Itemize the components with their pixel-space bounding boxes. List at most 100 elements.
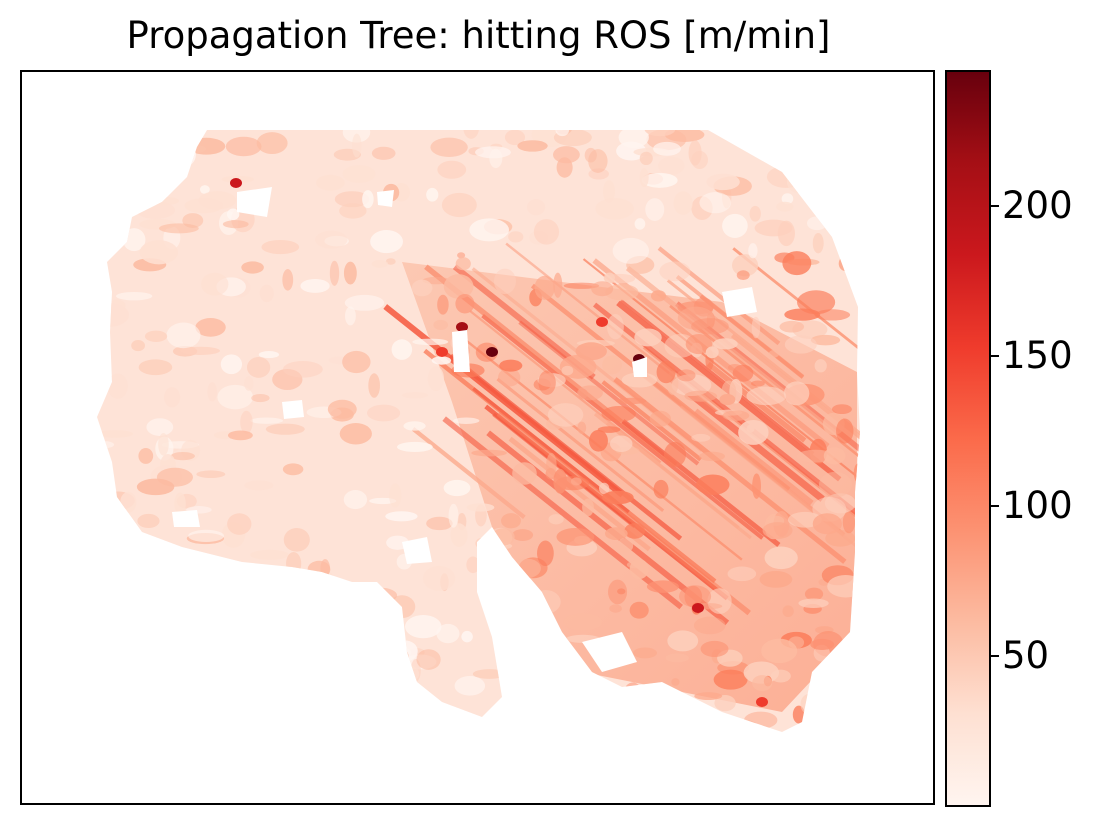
- ros-cell: [603, 180, 615, 203]
- ros-cell: [777, 220, 795, 247]
- ros-cell: [141, 661, 178, 668]
- ros-cell: [97, 131, 114, 144]
- ros-cell: [121, 560, 137, 584]
- ros-cell: [522, 689, 551, 715]
- ros-cell: [658, 156, 685, 175]
- ros-cell: [829, 684, 842, 699]
- colorbar-tick-label-150: 150: [1002, 334, 1073, 377]
- ros-cell: [227, 513, 252, 535]
- colorbar-tick-mark-100: [992, 505, 999, 507]
- ros-cell: [234, 708, 264, 723]
- ros-cell: [307, 560, 331, 578]
- colorbar-gradient: [945, 70, 991, 807]
- ros-cell: [443, 479, 471, 497]
- ros-cell: [140, 581, 157, 591]
- ros-streak: [619, 299, 815, 455]
- ros-cell: [602, 355, 622, 375]
- ros-cell: [712, 338, 738, 350]
- ros-cell: [824, 493, 856, 514]
- ros-cell: [426, 516, 453, 531]
- ros-cell: [722, 410, 750, 421]
- ros-cell: [219, 586, 239, 602]
- ros-cell: [463, 130, 479, 139]
- ros-cell: [277, 711, 317, 722]
- ros-cell: [116, 291, 153, 301]
- ros-cell: [299, 635, 324, 650]
- ros-cell: [385, 511, 418, 522]
- ros-cell: [639, 151, 653, 166]
- ros-cell: [329, 260, 340, 286]
- ros-cell: [641, 172, 678, 188]
- ros-cell: [644, 130, 676, 137]
- ros-cell: [437, 160, 467, 179]
- ros-cell: [616, 538, 634, 553]
- ros-cell: [638, 718, 670, 732]
- ros-cell: [698, 451, 725, 462]
- ros-cell: [243, 708, 272, 719]
- ros-cell: [469, 218, 509, 242]
- ros-cell: [136, 478, 175, 496]
- ros-cell: [342, 130, 371, 143]
- ros-cell: [501, 513, 521, 529]
- ros-cell: [342, 350, 371, 374]
- ros-cell: [536, 655, 568, 682]
- ros-cell: [249, 642, 287, 662]
- ros-cell: [667, 630, 699, 652]
- ros-cell: [770, 669, 791, 683]
- ros-cell: [545, 655, 569, 671]
- ros-cell: [472, 669, 507, 679]
- ros-hotspot: [756, 697, 768, 707]
- ros-cell: [251, 393, 270, 403]
- ros-cell: [577, 385, 603, 401]
- ros-cell: [261, 239, 300, 255]
- ros-streak: [496, 377, 665, 512]
- ros-cell: [591, 281, 614, 297]
- ros-hotspot: [486, 347, 498, 357]
- ros-cell: [814, 309, 851, 321]
- ros-cell: [323, 700, 349, 711]
- ros-cell: [750, 380, 765, 387]
- ros-cell: [162, 633, 181, 659]
- ros-cell: [342, 165, 376, 183]
- ros-cell: [161, 642, 173, 651]
- ros-cell: [640, 700, 653, 713]
- ros-cell: [706, 173, 740, 191]
- ros-cell: [553, 468, 567, 494]
- ros-cell: [673, 191, 693, 215]
- ros-cell: [612, 237, 650, 264]
- ros-cell: [776, 201, 794, 212]
- ros-cell: [166, 322, 201, 349]
- ros-cell: [195, 318, 226, 337]
- ros-cell: [650, 290, 667, 302]
- ros-cell: [601, 406, 636, 422]
- ros-cell: [344, 294, 385, 311]
- ros-cell: [818, 471, 853, 498]
- ros-cell: [607, 314, 624, 340]
- ros-streak: [496, 411, 751, 616]
- colorbar-tick-mark-200: [992, 205, 999, 207]
- ros-cell: [108, 299, 126, 312]
- ros-cell: [553, 146, 580, 164]
- ros-cell: [582, 498, 594, 517]
- ros-cell: [373, 645, 412, 661]
- ros-cell: [97, 430, 134, 438]
- ros-cell: [537, 540, 554, 567]
- ros-cell: [714, 695, 736, 712]
- ros-cell: [846, 217, 860, 242]
- ros-cell: [819, 688, 839, 712]
- ros-cell: [602, 490, 634, 505]
- ros-cell: [676, 369, 696, 382]
- ros-cell: [172, 142, 196, 167]
- ros-cell: [391, 339, 413, 360]
- ros-cell: [455, 257, 471, 271]
- ros-cell: [270, 601, 298, 611]
- ros-cell: [511, 558, 541, 579]
- ros-cell: [746, 386, 787, 406]
- ros-cell: [597, 426, 621, 433]
- ros-cell: [534, 275, 555, 300]
- ros-cell: [693, 616, 726, 635]
- ros-cell: [146, 418, 174, 436]
- ros-hotspot: [230, 178, 242, 188]
- ros-cell: [144, 330, 168, 342]
- ros-cell: [241, 261, 264, 274]
